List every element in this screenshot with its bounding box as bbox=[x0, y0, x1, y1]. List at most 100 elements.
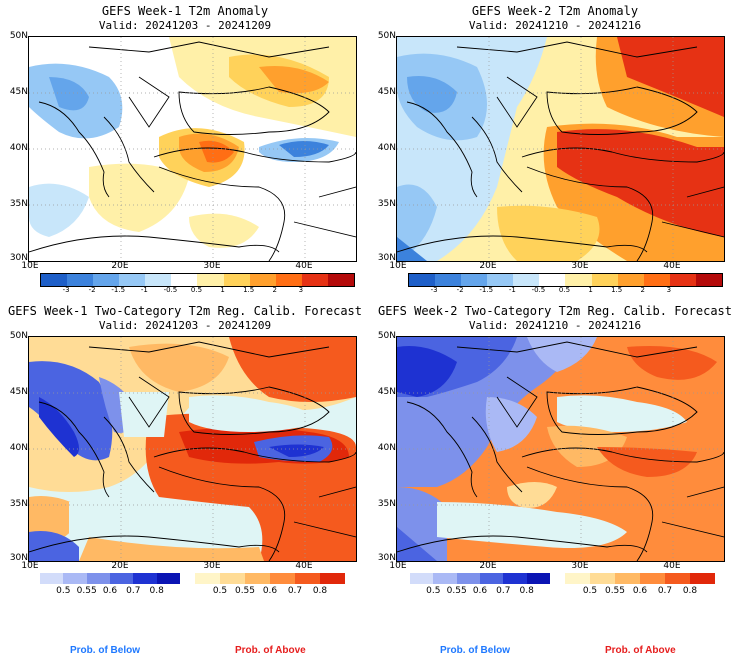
anomaly-color-swatch bbox=[223, 274, 250, 286]
panel-week1-anomaly: GEFS Week-1 T2m Anomaly Valid: 20241203 … bbox=[0, 0, 370, 295]
lat-label: 50N bbox=[377, 31, 396, 41]
prob-above-swatch bbox=[295, 573, 320, 584]
prob-below-legend-text: Prob. of Below bbox=[440, 645, 510, 656]
prob-above-swatch bbox=[690, 573, 715, 584]
lat-label: 45N bbox=[377, 387, 396, 397]
lon-label: 10E bbox=[21, 261, 39, 271]
anomaly-color-swatch bbox=[435, 274, 462, 286]
prob-below-tick-label: 0.7 bbox=[126, 586, 141, 596]
lon-label: 20E bbox=[479, 561, 497, 571]
lat-label: 50N bbox=[377, 331, 396, 341]
anomaly-color-swatch bbox=[539, 274, 566, 286]
anomaly-tick-label: -1.5 bbox=[111, 286, 126, 294]
lat-label: 35N bbox=[377, 499, 396, 509]
anomaly-tick-label: 1 bbox=[220, 286, 225, 294]
anomaly-tick-label: -1 bbox=[140, 286, 148, 294]
lon-label: 10E bbox=[21, 561, 39, 571]
prob-below-tick-label: 0.6 bbox=[472, 586, 488, 596]
prob-above-swatch bbox=[320, 573, 345, 584]
prob-above-tick-label: 0.55 bbox=[234, 586, 256, 596]
lon-label: 20E bbox=[479, 261, 497, 271]
prob-below-tick-label: 0.5 bbox=[426, 586, 441, 596]
anomaly-tick-label: 0.5 bbox=[558, 286, 571, 294]
anomaly-color-swatch bbox=[67, 274, 94, 286]
anomaly-color-swatch bbox=[565, 274, 592, 286]
anomaly-color-swatch bbox=[171, 274, 198, 286]
prob-above-swatch bbox=[615, 573, 640, 584]
anomaly-color-swatch bbox=[197, 274, 224, 286]
prob-below-colorbar bbox=[410, 573, 550, 584]
prob-below-swatch bbox=[503, 573, 527, 584]
anomaly-color-swatch bbox=[591, 274, 618, 286]
lon-label: 40E bbox=[295, 261, 313, 271]
lat-label: 30N bbox=[9, 253, 28, 263]
anomaly-color-swatch bbox=[41, 274, 68, 286]
anomaly-color-swatch bbox=[93, 274, 120, 286]
prob-below-labels: 0.5 0.55 0.6 0.7 0.8 bbox=[410, 586, 550, 598]
lon-label: 30E bbox=[571, 561, 589, 571]
prob-above-tick-label: 0.6 bbox=[262, 586, 278, 596]
lon-label: 30E bbox=[203, 561, 221, 571]
panel-title: GEFS Week-2 T2m Anomaly bbox=[471, 4, 639, 18]
anomaly-tick-label: -0.5 bbox=[531, 286, 546, 294]
prob-above-tick-label: 0.5 bbox=[212, 586, 228, 596]
lat-label: 35N bbox=[9, 199, 28, 209]
lon-label: 20E bbox=[111, 561, 129, 571]
anomaly-color-swatch bbox=[695, 274, 722, 286]
lat-label: 35N bbox=[9, 499, 28, 509]
anomaly-tick-label: -1.5 bbox=[479, 286, 494, 294]
lon-label: 40E bbox=[663, 261, 681, 271]
anomaly-color-swatch bbox=[617, 274, 644, 286]
prob-above-swatch bbox=[640, 573, 665, 584]
lat-label: 40N bbox=[9, 443, 28, 453]
panel-valid-dates: Valid: 20241203 - 20241209 bbox=[98, 319, 272, 332]
prob-below-tick-label: 0.55 bbox=[446, 586, 467, 596]
anomaly-tick-label: 2 bbox=[272, 286, 277, 294]
map-week2-anomaly bbox=[396, 36, 725, 262]
lat-label: 30N bbox=[9, 553, 28, 563]
anomaly-tick-label: -3 bbox=[430, 286, 438, 294]
prob-below-labels: 0.5 0.55 0.6 0.7 0.8 bbox=[40, 586, 180, 598]
lat-label: 40N bbox=[377, 443, 396, 453]
anomaly-tick-label: -3 bbox=[62, 286, 70, 294]
panel-valid-dates: Valid: 20241210 - 20241216 bbox=[468, 319, 642, 332]
lat-label: 40N bbox=[9, 143, 28, 153]
prob-above-tick-label: 0.7 bbox=[287, 586, 303, 596]
prob-above-swatch bbox=[565, 573, 590, 584]
prob-below-swatch bbox=[133, 573, 157, 584]
prob-below-swatch bbox=[456, 573, 480, 584]
lon-label: 30E bbox=[571, 261, 589, 271]
prob-above-colorbar bbox=[565, 573, 715, 584]
map-week2-probability bbox=[396, 336, 725, 562]
anomaly-tick-label: 3 bbox=[666, 286, 672, 294]
lat-label: 45N bbox=[377, 87, 396, 97]
lat-label: 30N bbox=[377, 553, 396, 563]
lat-label: 30N bbox=[377, 253, 396, 263]
anomaly-color-swatch bbox=[275, 274, 302, 286]
lat-label: 35N bbox=[377, 199, 396, 209]
prob-below-tick-label: 0.55 bbox=[76, 586, 97, 596]
anomaly-color-swatch bbox=[409, 274, 436, 286]
prob-above-swatch bbox=[195, 573, 220, 584]
anomaly-tick-label: 1.5 bbox=[243, 286, 255, 294]
prob-above-swatch bbox=[220, 573, 245, 584]
prob-above-swatch bbox=[665, 573, 690, 584]
anomaly-colorbar-labels: -3 -2 -1.5 -1 -0.5 0.5 1 1.5 2 3 bbox=[408, 286, 721, 296]
lon-label: 10E bbox=[389, 561, 407, 571]
map-week1-anomaly bbox=[28, 36, 357, 262]
prob-below-tick-label: 0.8 bbox=[149, 586, 164, 596]
anomaly-color-swatch bbox=[145, 274, 172, 286]
panel-title: GEFS Week-1 T2m Anomaly bbox=[101, 4, 269, 18]
prob-below-swatch bbox=[410, 573, 434, 584]
prob-below-swatch bbox=[63, 573, 87, 584]
prob-above-legend-text: Prob. of Above bbox=[235, 645, 306, 656]
lat-label: 40N bbox=[377, 143, 396, 153]
prob-below-swatch bbox=[479, 573, 504, 584]
prob-above-swatch bbox=[270, 573, 295, 584]
lat-label: 45N bbox=[9, 387, 28, 397]
prob-above-tick-label: 0.55 bbox=[604, 586, 626, 596]
anomaly-color-swatch bbox=[249, 274, 276, 286]
anomaly-tick-label: 2 bbox=[640, 286, 645, 294]
anomaly-color-swatch bbox=[643, 274, 670, 286]
anomaly-colorbar bbox=[40, 273, 355, 287]
